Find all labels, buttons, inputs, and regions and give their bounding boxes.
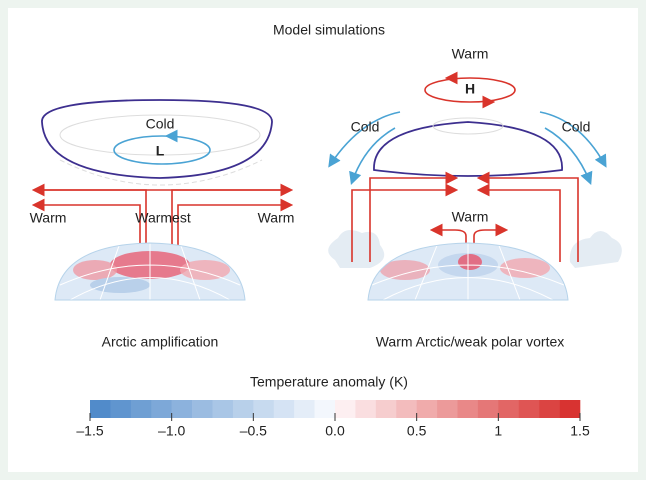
tick-label: 0.0 <box>325 423 345 439</box>
tick-label: –1.0 <box>158 423 185 439</box>
colorbar-segment <box>294 400 315 418</box>
title: Model simulations <box>273 22 385 38</box>
colorbar-segment <box>90 400 111 418</box>
colorbar-segment <box>130 400 152 418</box>
colorbar-segment <box>457 400 479 418</box>
label: Cold <box>146 116 175 132</box>
tick-label: –0.5 <box>240 423 267 439</box>
colorbar-segment <box>518 400 540 418</box>
colorbar-segment <box>559 400 581 418</box>
tick-label: –1.5 <box>76 423 103 439</box>
caption: Arctic amplification <box>102 334 219 350</box>
colorbar-segment <box>273 400 295 418</box>
label: Cold <box>562 119 591 135</box>
colorbar-segment <box>539 400 560 418</box>
caption: Warm Arctic/weak polar vortex <box>376 334 565 350</box>
colorbar-segment <box>396 400 417 418</box>
label: H <box>465 81 475 97</box>
label: Cold <box>351 119 380 135</box>
label: L <box>156 143 165 159</box>
colorbar-segment <box>151 400 172 418</box>
colorbar-segment <box>437 400 458 418</box>
panel <box>8 8 638 472</box>
colorbar-title: Temperature anomaly (K) <box>250 374 408 390</box>
colorbar-segment <box>212 400 234 418</box>
tick-label: 0.5 <box>407 423 427 439</box>
label: Warmest <box>135 210 191 226</box>
label: Warm <box>258 210 295 226</box>
label: Warm <box>452 46 489 62</box>
colorbar-segment <box>355 400 377 418</box>
label: Warm <box>30 210 67 226</box>
colorbar-segment <box>375 400 397 418</box>
colorbar: –1.5 –1.0 –0.5 0.0 0.5 1 1.5 <box>76 400 590 439</box>
colorbar-segment <box>171 400 193 418</box>
colorbar-segment <box>110 400 132 418</box>
colorbar-segment <box>498 400 520 418</box>
tick-label: 1.5 <box>570 423 590 439</box>
right-diagram <box>328 71 622 301</box>
colorbar-segment <box>416 400 438 418</box>
label: Warm <box>452 209 489 225</box>
colorbar-segment <box>232 400 254 418</box>
tick-label: 1 <box>494 423 502 439</box>
colorbar-segment <box>314 400 336 418</box>
colorbar-segment <box>253 400 275 418</box>
colorbar-segment <box>192 400 213 418</box>
colorbar-segment <box>477 400 499 418</box>
colorbar-segment <box>335 400 356 418</box>
